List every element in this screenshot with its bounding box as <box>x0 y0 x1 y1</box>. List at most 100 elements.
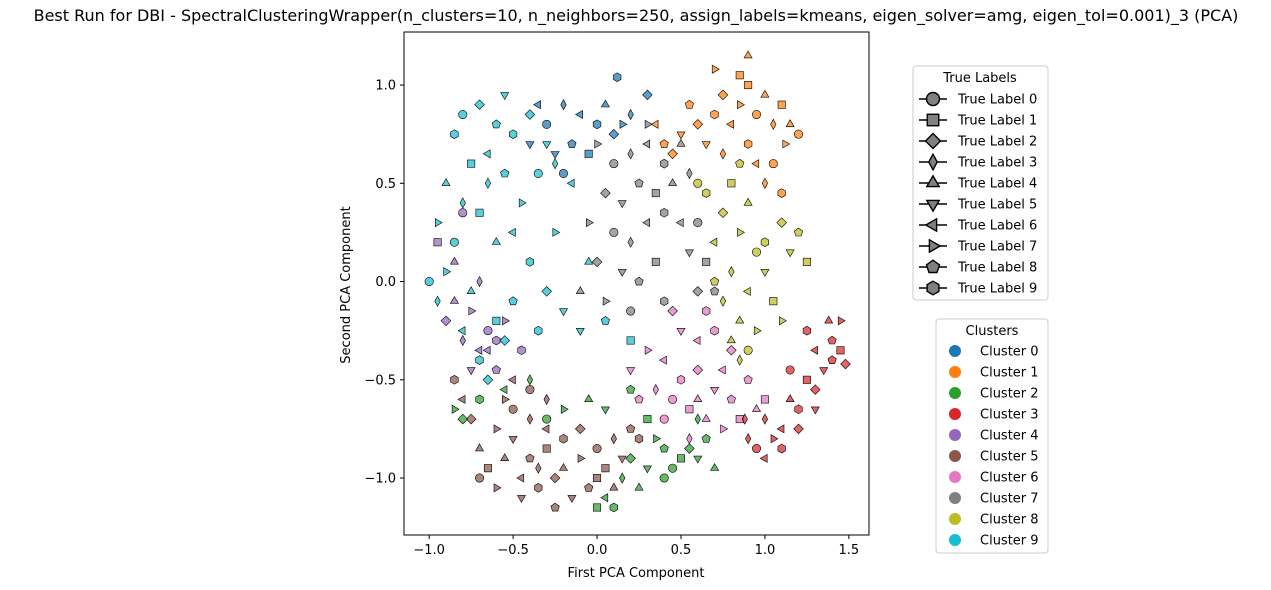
data-point <box>735 71 744 80</box>
cluster-legend-entry: Cluster 1 <box>980 366 1039 381</box>
data-point <box>685 405 694 414</box>
data-point <box>451 404 460 414</box>
data-point <box>634 394 644 404</box>
data-point <box>600 99 610 108</box>
data-point <box>475 394 484 405</box>
data-point <box>711 64 720 74</box>
data-point <box>482 149 491 159</box>
data-point <box>600 187 611 199</box>
cluster-legend-entry: Cluster 6 <box>980 471 1039 486</box>
data-point <box>458 208 468 218</box>
data-point <box>719 148 727 160</box>
data-point <box>627 236 634 248</box>
data-point <box>717 207 729 219</box>
data-point <box>753 326 762 336</box>
data-point <box>810 345 818 355</box>
data-point <box>491 237 501 245</box>
data-point <box>777 443 786 454</box>
data-point <box>475 355 484 365</box>
data-point <box>449 296 459 304</box>
data-point <box>617 200 627 209</box>
data-point <box>560 404 569 414</box>
data-point <box>659 355 667 365</box>
true-label-legend-entry: True Label 8 <box>957 261 1037 276</box>
cluster-legend-entry: Cluster 9 <box>980 534 1039 549</box>
true-label-legend-entry: True Label 0 <box>957 93 1037 108</box>
data-point <box>736 354 743 366</box>
true-label-legend-entry: True Label 9 <box>957 282 1037 297</box>
data-point <box>525 257 535 267</box>
clusters-legend-title: Clusters <box>966 324 1019 339</box>
data-point <box>534 325 543 336</box>
data-point <box>550 502 560 512</box>
data-point <box>458 110 468 120</box>
legend-marker-triangle-down <box>925 199 941 213</box>
data-point <box>824 315 834 324</box>
data-point <box>584 256 594 265</box>
data-point <box>467 159 476 168</box>
data-point <box>493 424 502 434</box>
data-point <box>709 237 718 247</box>
data-point <box>751 403 762 412</box>
data-point <box>759 453 768 463</box>
data-point <box>777 100 786 109</box>
data-point <box>584 394 594 403</box>
data-point <box>591 256 603 268</box>
data-point <box>474 345 483 355</box>
data-point <box>676 375 686 385</box>
data-point <box>434 218 443 228</box>
true-label-legend-entry: True Label 5 <box>957 198 1037 213</box>
data-point <box>499 385 508 395</box>
data-point <box>684 99 694 109</box>
data-point <box>668 178 678 186</box>
data-point <box>602 296 611 306</box>
data-point <box>542 414 552 424</box>
y-tick-label: −1.0 <box>364 472 396 487</box>
data-point <box>482 345 491 355</box>
data-point <box>743 345 753 355</box>
true-label-legend-entry: True Label 2 <box>957 135 1037 150</box>
data-point <box>744 81 753 90</box>
data-point <box>610 433 617 445</box>
data-point <box>593 503 602 512</box>
data-point <box>741 413 748 425</box>
data-point <box>720 424 729 434</box>
data-point <box>760 89 770 98</box>
cluster-legend-entry: Cluster 3 <box>980 408 1039 423</box>
data-point <box>457 394 466 404</box>
cluster-legend-entry: Cluster 2 <box>980 387 1039 402</box>
data-point <box>785 365 795 375</box>
data-point <box>475 473 485 483</box>
data-point <box>440 315 452 327</box>
data-point <box>667 148 678 160</box>
data-point <box>526 413 533 425</box>
data-point <box>644 119 653 129</box>
data-point <box>837 316 846 326</box>
data-point <box>675 218 684 228</box>
data-point <box>634 178 644 188</box>
data-point <box>827 335 837 345</box>
data-point <box>737 100 746 110</box>
data-point <box>465 413 477 425</box>
data-point <box>769 297 778 306</box>
data-point <box>660 296 669 306</box>
data-point <box>676 131 686 140</box>
data-point <box>508 404 518 414</box>
cluster-color-swatch <box>949 492 961 504</box>
legend-marker-triangle-left <box>924 217 938 233</box>
legend-marker-diamond <box>924 132 942 150</box>
data-point <box>434 295 441 307</box>
data-point <box>743 139 753 149</box>
cluster-legend-entry: Cluster 8 <box>980 513 1039 528</box>
data-point <box>642 465 652 474</box>
data-point <box>802 375 811 384</box>
legend-marker-hexagon <box>926 280 940 296</box>
data-point <box>549 472 561 484</box>
data-point <box>457 326 466 336</box>
data-point <box>726 335 736 344</box>
data-point <box>600 493 609 503</box>
data-point <box>499 335 511 346</box>
data-point <box>642 218 651 228</box>
data-point <box>441 178 451 186</box>
